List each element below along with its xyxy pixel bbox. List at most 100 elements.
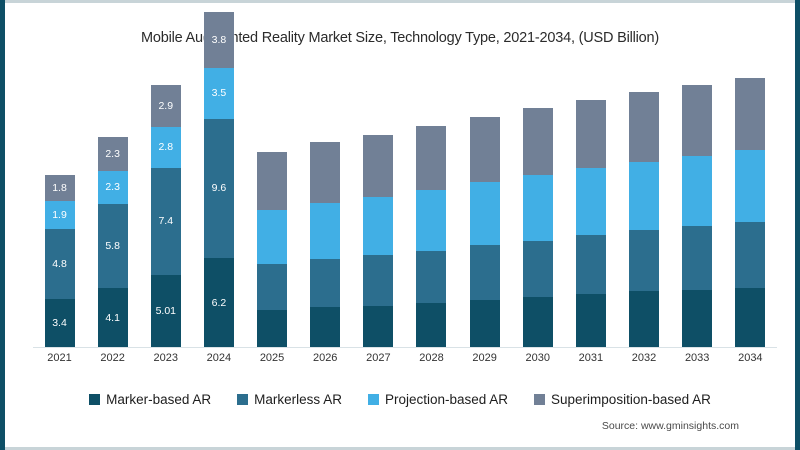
- bar-segment: [363, 305, 394, 348]
- x-axis-tick-label: 2030: [525, 352, 550, 364]
- stacked-bar[interactable]: [310, 141, 341, 348]
- bar-value-label: 1.8: [52, 181, 67, 194]
- bar-segment: [416, 302, 447, 348]
- stacked-bar[interactable]: [575, 99, 606, 348]
- bar-segment: 5.01: [150, 275, 181, 348]
- bar-segment: 4.1: [97, 288, 128, 348]
- stacked-bar[interactable]: 1.8 1.9 4.8 3.4: [44, 175, 75, 348]
- bar-segment: [363, 196, 394, 256]
- stacked-bar[interactable]: [682, 85, 713, 348]
- bar-segment: [310, 141, 341, 203]
- bar-segment: [416, 189, 447, 251]
- bar-segment: [469, 182, 500, 245]
- bar-segment: 3.4: [44, 298, 75, 348]
- stacked-bar[interactable]: [257, 151, 288, 348]
- x-axis-tick-label: 2028: [419, 352, 444, 364]
- x-axis-tick-label: 2033: [684, 352, 710, 364]
- legend-swatch-icon: [367, 394, 379, 405]
- chart-legend: Marker-based AR Markerless AR Projection-b…: [5, 392, 795, 407]
- legend-item[interactable]: Markerless AR: [237, 392, 342, 407]
- x-axis-tick-label: 2029: [472, 352, 497, 364]
- legend-label: Projection-based AR: [384, 392, 509, 407]
- bar-segment: [575, 234, 606, 295]
- bar-value-label: 2.3: [105, 147, 120, 160]
- bar-segment: [257, 310, 288, 348]
- stacked-bar[interactable]: [629, 92, 660, 348]
- stacked-bar[interactable]: [735, 77, 766, 348]
- bar-segment: 1.9: [44, 201, 75, 229]
- bar-column: [352, 72, 405, 348]
- legend-item[interactable]: Projection-based AR: [367, 392, 509, 407]
- bar-segment: [469, 244, 500, 301]
- legend-item[interactable]: Marker-based AR: [89, 392, 211, 407]
- bar-segment: 2.3: [97, 137, 128, 171]
- bar-column: [405, 72, 458, 348]
- bar-value-label: 5.8: [105, 240, 120, 253]
- bar-group: 1.8 1.9 4.8 3.4 2.3 2.3 5.8 4.1 2.9 2.8 7.4 5.01 3.8…: [33, 12, 777, 348]
- stacked-bar[interactable]: 3.8 3.5 9.6 6.2: [203, 12, 234, 348]
- bar-value-label: 3.4: [52, 317, 67, 330]
- bar-segment: [682, 226, 713, 290]
- bar-segment: [575, 167, 606, 235]
- bar-segment: 9.6: [203, 118, 234, 258]
- bar-segment: [629, 291, 660, 348]
- bar-column: [618, 72, 671, 348]
- stacked-bar[interactable]: [522, 108, 553, 348]
- bar-segment: [522, 108, 553, 176]
- bar-column: 2.9 2.8 7.4 5.01: [139, 72, 192, 348]
- bar-segment: [682, 289, 713, 348]
- bar-segment: 1.8: [44, 175, 75, 202]
- source-attribution: Source: www.gminsights.com: [601, 420, 739, 432]
- chart-title: Mobile Augmented Reality Market Size, Te…: [140, 30, 660, 46]
- stacked-bar[interactable]: 2.3 2.3 5.8 4.1: [97, 137, 128, 348]
- stacked-bar[interactable]: [416, 125, 447, 348]
- legend-swatch-icon: [534, 394, 546, 405]
- stacked-bar[interactable]: 2.9 2.8 7.4 5.01: [150, 84, 181, 348]
- bar-column: [458, 72, 511, 348]
- bar-segment: [682, 156, 713, 226]
- bar-segment: [469, 300, 500, 348]
- x-axis-line: [33, 347, 777, 348]
- legend-item[interactable]: Superimposition-based AR: [534, 392, 711, 407]
- bar-segment: 5.8: [97, 204, 128, 289]
- plot-area: 1.8 1.9 4.8 3.4 2.3 2.3 5.8 4.1 2.9 2.8 7.4 5.01 3.8…: [33, 12, 777, 348]
- bar-value-label: 4.1: [105, 311, 120, 324]
- bar-segment: [310, 259, 341, 308]
- bar-segment: [522, 297, 553, 348]
- bar-column: 3.8 3.5 9.6 6.2: [192, 12, 245, 348]
- bar-segment: [257, 210, 288, 264]
- bar-segment: [363, 134, 394, 197]
- bar-value-label: 2.3: [105, 181, 120, 194]
- bar-value-label: 5.01: [155, 305, 176, 318]
- legend-label: Marker-based AR: [106, 392, 212, 407]
- bar-column: [511, 72, 564, 348]
- bar-segment: [522, 240, 553, 298]
- bar-column: 2.3 2.3 5.8 4.1: [86, 72, 139, 348]
- stacked-bar[interactable]: [469, 117, 500, 348]
- x-axis-tick-label: 2032: [631, 352, 657, 364]
- bar-segment: [363, 255, 394, 306]
- bar-column: [246, 72, 299, 348]
- bar-value-label: 4.8: [52, 257, 67, 270]
- x-axis-tick-label: 2023: [153, 352, 179, 364]
- bar-value-label: 2.9: [158, 99, 174, 112]
- bar-segment: 2.3: [97, 170, 128, 205]
- bar-column: [724, 72, 777, 348]
- x-axis-tick-label: 2022: [100, 352, 125, 364]
- bar-column: [564, 72, 617, 348]
- bar-segment: [735, 288, 766, 348]
- bar-segment: [416, 250, 447, 303]
- x-axis-labels: 2021 2022 2023 2024 2025 2026 2027 2028 2029 2030…: [33, 352, 777, 364]
- bar-segment: 3.5: [203, 67, 234, 119]
- bar-segment: [522, 175, 553, 241]
- bar-value-label: 2.8: [158, 141, 174, 154]
- bar-segment: [735, 77, 766, 151]
- bar-segment: 3.8: [203, 12, 234, 68]
- x-axis-tick-label: 2031: [578, 352, 604, 364]
- stacked-bar[interactable]: [363, 134, 394, 348]
- bar-segment: 2.9: [150, 84, 181, 128]
- bar-segment: [629, 230, 660, 292]
- bar-column: [299, 72, 352, 348]
- x-axis-tick-label: 2024: [206, 352, 232, 364]
